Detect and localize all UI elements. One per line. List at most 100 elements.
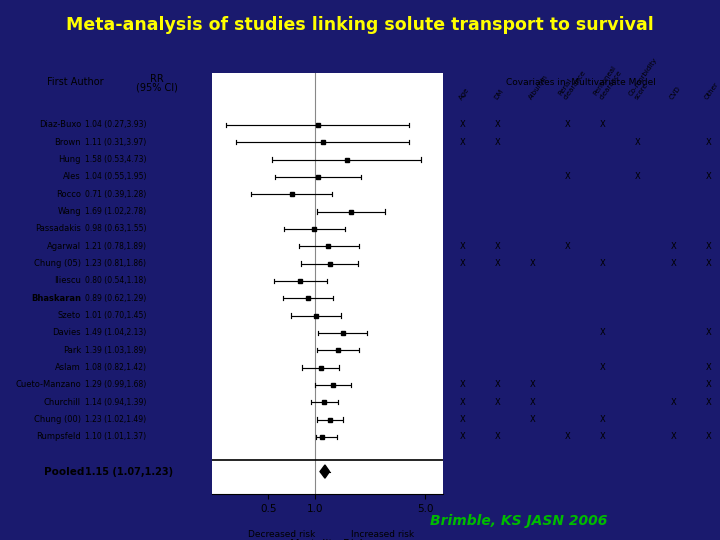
Text: X: X <box>706 259 711 268</box>
Text: Park: Park <box>63 346 81 355</box>
Text: Wang: Wang <box>58 207 81 216</box>
Text: X: X <box>706 138 711 147</box>
Text: Chung (00): Chung (00) <box>34 415 81 424</box>
Text: Brown: Brown <box>55 138 81 147</box>
Text: X: X <box>530 259 536 268</box>
Text: RR: RR <box>150 74 164 84</box>
Text: 1.11 (0.31,3.97): 1.11 (0.31,3.97) <box>85 138 146 147</box>
Text: First Author: First Author <box>47 77 103 87</box>
Text: Davies: Davies <box>53 328 81 338</box>
Text: X: X <box>495 120 500 130</box>
Text: X: X <box>565 242 571 251</box>
Text: Diaz-Buxo: Diaz-Buxo <box>39 120 81 130</box>
Text: X: X <box>495 138 500 147</box>
Text: Decreased risk: Decreased risk <box>248 530 315 539</box>
Polygon shape <box>320 465 330 478</box>
Text: X: X <box>670 433 676 441</box>
Text: X: X <box>635 138 641 147</box>
Text: Bhaskaran: Bhaskaran <box>31 294 81 303</box>
Text: 1.69 (1.02,2.78): 1.69 (1.02,2.78) <box>85 207 146 216</box>
Text: 1.14 (0.94,1.39): 1.14 (0.94,1.39) <box>85 398 147 407</box>
Text: X: X <box>670 259 676 268</box>
Text: X: X <box>460 138 465 147</box>
Text: 0.98 (0.63,1.55): 0.98 (0.63,1.55) <box>85 225 147 233</box>
Text: X: X <box>706 380 711 389</box>
Text: Churchill: Churchill <box>44 398 81 407</box>
Text: X: X <box>600 120 606 130</box>
Text: Brimble, KS JASN 2006: Brimble, KS JASN 2006 <box>430 514 607 528</box>
Text: X: X <box>670 398 676 407</box>
Text: (95% CI): (95% CI) <box>136 83 178 93</box>
Text: X: X <box>565 120 571 130</box>
Text: Rumpsfeld: Rumpsfeld <box>36 433 81 441</box>
Text: Increased risk: Increased risk <box>351 530 415 539</box>
Text: X: X <box>530 398 536 407</box>
Text: Aslam: Aslam <box>55 363 81 372</box>
Text: 1.58 (0.53,4.73): 1.58 (0.53,4.73) <box>85 155 147 164</box>
Text: 1.01 (0.70,1.45): 1.01 (0.70,1.45) <box>85 311 147 320</box>
Text: Iliescu: Iliescu <box>54 276 81 286</box>
Text: 0.71 (0.39,1.28): 0.71 (0.39,1.28) <box>85 190 146 199</box>
Text: Agarwal: Agarwal <box>47 242 81 251</box>
Text: X: X <box>670 242 676 251</box>
Text: X: X <box>460 380 465 389</box>
Text: 0.80 (0.54,1.18): 0.80 (0.54,1.18) <box>85 276 146 286</box>
Text: X: X <box>600 363 606 372</box>
Text: X: X <box>495 259 500 268</box>
Text: X: X <box>460 120 465 130</box>
Text: CVD: CVD <box>668 85 682 100</box>
Text: X: X <box>530 415 536 424</box>
Text: Peritoneal
clearance: Peritoneal clearance <box>593 64 623 100</box>
Text: Other: Other <box>703 81 719 100</box>
Text: 1.23 (0.81,1.86): 1.23 (0.81,1.86) <box>85 259 146 268</box>
Text: X: X <box>635 172 641 181</box>
Text: X: X <box>530 380 536 389</box>
Text: X: X <box>460 415 465 424</box>
Text: X: X <box>460 433 465 441</box>
Text: X: X <box>706 398 711 407</box>
Text: X: X <box>460 242 465 251</box>
Text: X: X <box>600 433 606 441</box>
Text: 1.21 (0.78,1.89): 1.21 (0.78,1.89) <box>85 242 146 251</box>
Text: 1.10 (1.01,1.37): 1.10 (1.01,1.37) <box>85 433 146 441</box>
Text: 1.39 (1.03,1.89): 1.39 (1.03,1.89) <box>85 346 146 355</box>
X-axis label: Mortality Risk: Mortality Risk <box>289 539 366 540</box>
Text: X: X <box>495 242 500 251</box>
Text: Cueto-Manzano: Cueto-Manzano <box>15 380 81 389</box>
Text: Chung (05): Chung (05) <box>34 259 81 268</box>
Text: 1.29 (0.99,1.68): 1.29 (0.99,1.68) <box>85 380 146 389</box>
Text: X: X <box>706 242 711 251</box>
Text: X: X <box>706 363 711 372</box>
Text: X: X <box>460 259 465 268</box>
Text: Pooled: Pooled <box>44 467 84 477</box>
Text: 1.04 (0.55,1.95): 1.04 (0.55,1.95) <box>85 172 147 181</box>
Text: 1.04 (0.27,3.93): 1.04 (0.27,3.93) <box>85 120 147 130</box>
Text: Renal
clearance: Renal clearance <box>557 65 588 100</box>
Text: Passadakis: Passadakis <box>35 225 81 233</box>
Text: 1.15 (1.07,1.23): 1.15 (1.07,1.23) <box>85 467 174 477</box>
Text: X: X <box>600 328 606 338</box>
Text: Hung: Hung <box>58 155 81 164</box>
Text: Ales: Ales <box>63 172 81 181</box>
Text: 1.08 (0.82,1.42): 1.08 (0.82,1.42) <box>85 363 146 372</box>
Text: X: X <box>600 259 606 268</box>
Text: Rocco: Rocco <box>56 190 81 199</box>
Text: X: X <box>495 433 500 441</box>
Text: X: X <box>460 398 465 407</box>
Text: Covariates in  Multivariate Model: Covariates in Multivariate Model <box>506 78 657 87</box>
Text: X: X <box>495 380 500 389</box>
Text: Co-morbidity
score: Co-morbidity score <box>627 56 664 100</box>
Text: Meta-analysis of studies linking solute transport to survival: Meta-analysis of studies linking solute … <box>66 16 654 34</box>
Text: X: X <box>706 328 711 338</box>
Text: Age: Age <box>458 86 470 100</box>
Text: X: X <box>495 398 500 407</box>
Text: 1.23 (1.02,1.49): 1.23 (1.02,1.49) <box>85 415 146 424</box>
Text: X: X <box>565 433 571 441</box>
Text: Szeto: Szeto <box>58 311 81 320</box>
Text: X: X <box>600 415 606 424</box>
Text: DM: DM <box>492 88 504 100</box>
Text: X: X <box>565 172 571 181</box>
Text: 1.49 (1.04,2.13): 1.49 (1.04,2.13) <box>85 328 146 338</box>
Text: 0.89 (0.62,1.29): 0.89 (0.62,1.29) <box>85 294 146 303</box>
Text: Albumin: Albumin <box>528 73 549 100</box>
